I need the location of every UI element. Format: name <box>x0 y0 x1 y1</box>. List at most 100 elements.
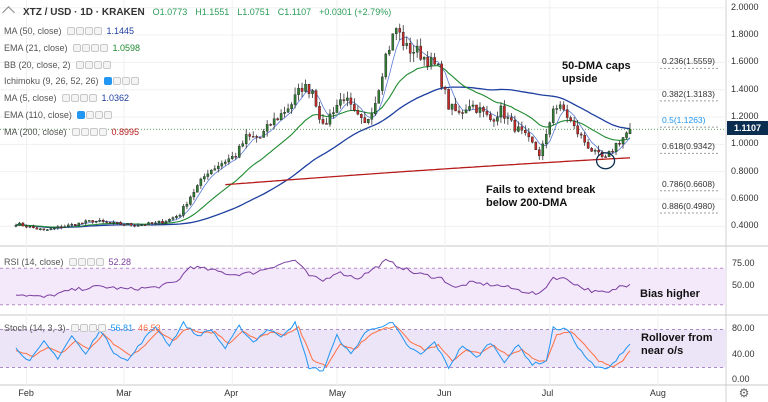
more-icon[interactable] <box>102 60 111 69</box>
eye-icon[interactable] <box>71 127 80 136</box>
close-icon[interactable] <box>94 111 103 119</box>
gear-icon[interactable] <box>79 324 88 332</box>
candle-body <box>279 113 283 121</box>
gear-icon[interactable] <box>85 111 94 119</box>
candle-body <box>185 204 189 207</box>
eye-icon[interactable] <box>76 111 85 119</box>
candle-body <box>143 224 147 226</box>
more-icon[interactable] <box>97 324 106 332</box>
indicator-controls[interactable] <box>71 127 107 136</box>
candle-body <box>182 206 185 216</box>
indicator-label[interactable]: Ichimoku (9, 26, 52, 26) <box>4 76 99 87</box>
candle-body <box>311 90 314 94</box>
candle-body <box>150 222 154 224</box>
candle-body <box>39 228 42 231</box>
more-icon[interactable] <box>95 258 104 266</box>
stoch-label[interactable]: Stoch (14, 3, 3) <box>4 323 66 333</box>
more-icon[interactable] <box>98 127 107 136</box>
candle-body <box>67 224 70 227</box>
candle-body <box>443 87 447 90</box>
more-icon[interactable] <box>99 43 108 52</box>
close-icon[interactable] <box>88 324 97 332</box>
dip-highlight-circle <box>595 152 616 170</box>
more-icon[interactable] <box>88 94 97 103</box>
close-icon[interactable] <box>89 127 98 136</box>
annotation-200dma-line2: below 200-DMA <box>486 197 568 209</box>
candle-body <box>115 221 119 224</box>
grid <box>0 0 726 385</box>
gear-icon[interactable] <box>81 43 90 52</box>
eye-icon[interactable] <box>72 43 81 52</box>
candle-body <box>244 134 248 144</box>
indicator-label[interactable]: MA (50, close) <box>4 26 62 36</box>
close-icon[interactable] <box>121 77 130 86</box>
candle-body <box>241 143 245 147</box>
candle-body <box>126 223 129 226</box>
indicator-controls[interactable] <box>76 111 112 119</box>
candle-body <box>49 228 53 230</box>
eye-icon[interactable] <box>61 94 70 103</box>
indicator-label[interactable]: MA (5, close) <box>4 93 57 104</box>
indicator-label[interactable]: EMA (110, close) <box>4 110 72 120</box>
indicator-label[interactable]: EMA (21, close) <box>4 42 68 53</box>
close-icon[interactable] <box>86 258 95 266</box>
indicator-label[interactable]: BB (20, close, 2) <box>4 59 71 70</box>
more-icon[interactable] <box>93 27 102 35</box>
stoch-controls[interactable] <box>70 324 106 332</box>
rsi-controls[interactable] <box>68 258 104 266</box>
candle-body <box>98 220 101 222</box>
candle-body <box>80 222 84 225</box>
eye-icon[interactable] <box>75 60 84 69</box>
candle-body <box>227 158 231 163</box>
indicator-controls[interactable] <box>103 77 139 86</box>
rsi-label[interactable]: RSI (14, close) <box>4 257 64 267</box>
indicator-value: 0.8995 <box>111 126 140 137</box>
close-icon[interactable] <box>79 94 88 103</box>
candle-body <box>136 225 140 227</box>
candle-body <box>387 50 391 55</box>
candle-body <box>590 147 593 152</box>
candle-body <box>133 225 136 227</box>
candle-body <box>248 134 251 137</box>
eye-icon[interactable] <box>68 258 77 266</box>
settings-gear-icon[interactable]: ⚙ <box>738 386 750 400</box>
stoch-k-value: 56.81 <box>110 323 134 333</box>
eye-icon[interactable] <box>70 324 79 332</box>
candle-body <box>433 57 436 65</box>
fib-label: 0.236(1.5559) <box>662 56 715 67</box>
time-tick-label: Jun <box>437 388 452 398</box>
candle-body <box>353 104 356 111</box>
collapse-chevron-icon[interactable] <box>2 5 15 19</box>
stoch-tick-label: 80.00 <box>732 323 755 334</box>
indicator-controls[interactable] <box>66 27 102 35</box>
gear-icon[interactable] <box>77 258 86 266</box>
close-icon[interactable] <box>90 43 99 52</box>
candle-body <box>87 220 91 222</box>
fibonacci-levels <box>660 67 718 214</box>
price-tick-label: 1.6000 <box>731 56 759 67</box>
indicator-legend-row: MA (50, close) 1.1445 <box>4 25 134 37</box>
gear-icon[interactable] <box>70 94 79 103</box>
candle-body <box>534 141 538 150</box>
candle-body <box>569 117 572 122</box>
candle-body <box>171 217 175 220</box>
gear-icon[interactable] <box>84 60 93 69</box>
indicator-controls[interactable] <box>75 60 111 69</box>
indicator-controls[interactable] <box>61 94 97 103</box>
symbol-title[interactable]: XTZ / USD · 1D · KRAKEN <box>23 6 145 18</box>
gear-icon[interactable] <box>75 27 84 35</box>
indicator-label[interactable]: MA (200, close) <box>4 126 67 137</box>
candle-body <box>548 122 552 135</box>
more-icon[interactable] <box>130 77 139 86</box>
eye-icon[interactable] <box>103 77 112 86</box>
candle-body <box>290 104 293 109</box>
close-icon[interactable] <box>93 60 102 69</box>
open-value: O1.0773 <box>152 7 188 17</box>
candle-body <box>328 113 332 125</box>
close-icon[interactable] <box>84 27 93 35</box>
eye-icon[interactable] <box>66 27 75 35</box>
gear-icon[interactable] <box>112 77 121 86</box>
gear-icon[interactable] <box>80 127 89 136</box>
more-icon[interactable] <box>103 111 112 119</box>
indicator-controls[interactable] <box>72 43 108 52</box>
